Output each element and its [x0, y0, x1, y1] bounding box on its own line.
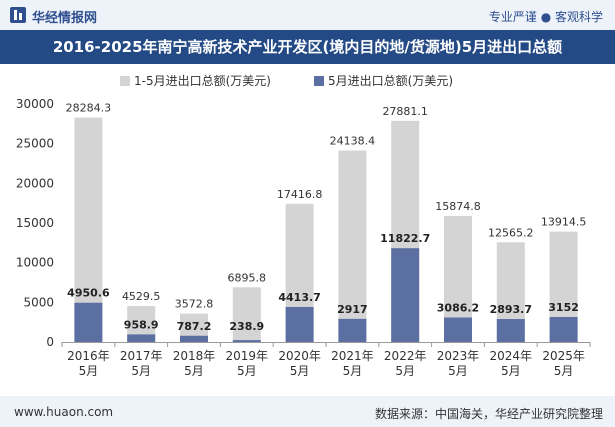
y-tick-label-3: 15000 [16, 216, 54, 230]
bar-may-5 [338, 318, 367, 342]
data-label-total-9: 13914.5 [541, 216, 587, 229]
brand-name: 华经情报网 [32, 11, 98, 26]
x-tick-label-5-0: 2021年 [331, 349, 374, 363]
bar-may-7 [444, 317, 472, 342]
y-tick-label-5: 25000 [16, 137, 54, 151]
x-tick-label-7-1: 5月 [448, 364, 468, 378]
data-label-total-3: 6895.8 [228, 271, 267, 284]
bar-may-2 [180, 335, 208, 342]
legend-swatch-total [120, 76, 130, 86]
x-tick-label-1-0: 2017年 [120, 349, 163, 363]
y-tick-label-6: 30000 [16, 97, 54, 111]
data-source: 数据来源：中国海关，华经产业研究院整理 [374, 407, 603, 421]
bar-may-3 [232, 340, 261, 342]
data-label-may-9: 3152 [548, 301, 579, 314]
data-label-total-4: 17416.8 [277, 188, 323, 201]
bar-may-6 [391, 248, 420, 342]
y-tick-label-0: 0 [46, 335, 54, 349]
footer-bar: www.huaon.com 数据来源：中国海关，华经产业研究院整理 [0, 396, 615, 427]
bar-total-3 [232, 287, 261, 342]
data-label-may-7: 3086.2 [437, 302, 479, 315]
data-label-may-1: 958.9 [124, 318, 159, 331]
chart-title: 2016-2025年南宁高新技术产业开发区(境内目的地/货源地)5月进出口总额 [52, 38, 563, 56]
legend-label-may: 5月进出口总额(万美元) [328, 74, 453, 88]
x-tick-label-8-0: 2024年 [490, 349, 533, 363]
x-tick-label-8-1: 5月 [501, 364, 521, 378]
bar-may-1 [127, 334, 156, 342]
x-tick-label-6-0: 2022年 [384, 349, 427, 363]
website-url: www.huaon.com [14, 405, 114, 419]
title-bar: 2016-2025年南宁高新技术产业开发区(境内目的地/货源地)5月进出口总额 [0, 30, 615, 64]
legend-label-total: 1-5月进出口总额(万美元) [134, 74, 271, 88]
x-tick-label-5-1: 5月 [343, 364, 363, 378]
data-label-total-8: 12565.2 [488, 226, 534, 239]
x-tick-label-2-0: 2018年 [173, 349, 216, 363]
data-label-may-4: 4413.7 [278, 291, 320, 304]
x-tick-label-7-0: 2023年 [437, 349, 480, 363]
x-tick-label-9-0: 2025年 [542, 349, 585, 363]
bar-chart: 0 5000 10000 15000 20000 25000 30000 28284.3 495… [16, 97, 591, 378]
bar-may-9 [549, 316, 578, 342]
data-label-total-2: 3572.8 [175, 298, 214, 311]
data-label-may-8: 2893.7 [490, 303, 532, 316]
x-tick-label-2-1: 5月 [184, 364, 204, 378]
legend-item-may: 5月进出口总额(万美元) [314, 72, 453, 89]
x-tick-label-9-1: 5月 [554, 364, 574, 378]
y-tick-label-1: 5000 [23, 295, 54, 309]
data-label-may-5: 2917 [337, 303, 368, 316]
tagline: 专业严谨 ● 客观科学 [488, 10, 603, 24]
bar-total-5 [338, 150, 367, 342]
data-label-may-6: 11822.7 [380, 232, 430, 245]
data-label-total-5: 24138.4 [330, 135, 376, 148]
data-label-may-2: 787.2 [177, 320, 212, 333]
bar-chart-logo-icon [10, 7, 26, 23]
x-tick-label-0-0: 2016年 [67, 349, 110, 363]
bar-may-8 [496, 319, 525, 342]
data-label-total-1: 4529.5 [122, 290, 161, 303]
x-tick-label-4-1: 5月 [290, 364, 310, 378]
x-tick-label-1-1: 5月 [131, 364, 151, 378]
x-tick-label-0-1: 5月 [79, 364, 99, 378]
y-tick-label-2: 10000 [16, 256, 54, 270]
legend-item-total: 1-5月进出口总额(万美元) [120, 72, 271, 89]
data-label-total-0: 28284.3 [66, 102, 112, 115]
y-tick-label-4: 20000 [16, 176, 54, 190]
x-tick-label-3-0: 2019年 [226, 349, 269, 363]
top-bar: 华经情报网 专业严谨 ● 客观科学 [0, 0, 615, 30]
bar-may-4 [285, 306, 314, 342]
data-label-total-7: 15874.8 [435, 200, 481, 213]
data-label-total-6: 27881.1 [382, 105, 428, 118]
x-tick-label-3-1: 5月 [237, 364, 257, 378]
data-label-may-3: 238.9 [229, 320, 264, 333]
legend-swatch-may [314, 76, 324, 86]
data-label-may-0: 4950.6 [67, 287, 110, 300]
bar-may-0 [74, 302, 103, 342]
x-tick-label-4-0: 2020年 [278, 349, 321, 363]
x-tick-label-6-1: 5月 [395, 364, 415, 378]
